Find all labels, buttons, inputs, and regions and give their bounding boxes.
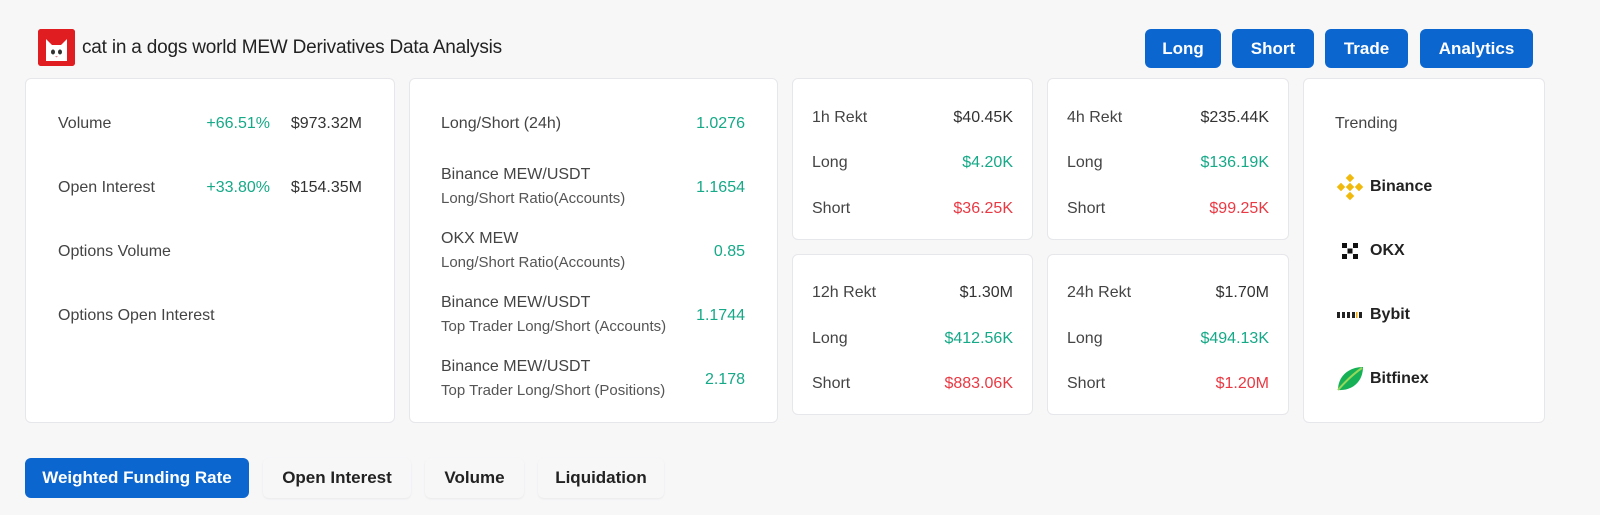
overview-card [25,78,395,423]
volume-change: +66.51% [206,115,270,132]
ratio-sublabel: Long/Short Ratio(Accounts) [441,254,626,271]
open-interest-label: Open Interest [58,179,155,196]
analytics-button[interactable]: Analytics [1420,29,1533,68]
long-button[interactable]: Long [1145,29,1221,68]
rekt-long-label: Long [812,154,848,171]
rekt-long-value: $4.20K [962,154,1013,171]
rekt-short-label: Short [812,375,851,392]
rekt-long-label: Long [1067,330,1103,347]
trade-button[interactable]: Trade [1325,29,1408,68]
rekt-short-value: $99.25K [1209,200,1269,217]
rekt-title: 1h Rekt [812,109,868,126]
open-interest-change: +33.80% [206,179,270,196]
rekt-long-label: Long [1067,154,1103,171]
open-interest-value: $154.35M [290,179,362,196]
rekt-long-label: Long [812,330,848,347]
rekt-total: $1.30M [959,284,1013,301]
ratio-sublabel: Top Trader Long/Short (Positions) [441,382,666,399]
rekt-4h-card [1047,78,1289,240]
rekt-short-label: Short [812,200,851,217]
tab-volume[interactable]: Volume [425,458,524,498]
trending-item-bitfinex[interactable]: Bitfinex [1334,362,1429,396]
bybit-icon [1334,299,1366,331]
ratio-value: 1.1654 [696,179,745,196]
volume-value: $973.32M [290,115,362,132]
ratio-label: Binance MEW/USDT [441,166,591,183]
trending-item-binance[interactable]: Binance [1334,170,1432,204]
ratio-label: Binance MEW/USDT [441,294,591,311]
rekt-12h-card [792,254,1033,415]
options-volume-label: Options Volume [58,243,171,260]
trending-item-bybit[interactable]: Bybit [1334,298,1410,332]
rekt-short-label: Short [1067,200,1106,217]
ratio-sublabel: Long/Short Ratio(Accounts) [441,190,626,207]
binance-icon [1334,171,1366,203]
options-open-interest-label: Options Open Interest [58,307,215,324]
page-title: cat in a dogs world MEW Derivatives Data… [82,37,502,58]
exchange-name: Binance [1370,178,1433,195]
exchange-name: OKX [1370,242,1405,259]
rekt-title: 12h Rekt [812,284,877,301]
rekt-total: $1.70M [1215,284,1269,301]
ratio-value: 2.178 [704,371,745,388]
rekt-long-value: $412.56K [944,330,1013,347]
ratio-label: Binance MEW/USDT [441,358,591,375]
exchange-name: Bitfinex [1370,370,1429,387]
rekt-short-label: Short [1067,375,1106,392]
ratio-sublabel: Top Trader Long/Short (Accounts) [441,318,667,335]
tab-weighted-funding-rate[interactable]: Weighted Funding Rate [25,458,249,498]
rekt-total: $235.44K [1200,109,1269,126]
volume-label: Volume [58,115,112,132]
ratio-label: OKX MEW [441,230,519,247]
tab-open-interest[interactable]: Open Interest [263,458,411,498]
ratio-value: 1.1744 [696,307,745,324]
ratio-label: Long/Short (24h) [441,115,562,132]
trending-title: Trending [1335,115,1398,132]
rekt-short-value: $1.20M [1215,375,1269,392]
okx-icon [1334,235,1366,267]
cat-face-logo [38,29,75,66]
rekt-24h-card [1047,254,1289,415]
exchange-name: Bybit [1370,306,1410,323]
long-short-ratio-card [409,78,778,423]
rekt-short-value: $36.25K [953,200,1013,217]
tab-liquidation[interactable]: Liquidation [538,458,664,498]
trending-item-okx[interactable]: OKX [1334,234,1405,268]
rekt-title: 4h Rekt [1067,109,1123,126]
rekt-long-value: $494.13K [1200,330,1269,347]
bitfinex-icon [1334,363,1366,395]
rekt-total: $40.45K [953,109,1013,126]
rekt-long-value: $136.19K [1200,154,1269,171]
rekt-title: 24h Rekt [1067,284,1132,301]
trending-card [1303,78,1545,423]
ratio-value: 0.85 [713,243,745,260]
rekt-short-value: $883.06K [944,375,1013,392]
rekt-1h-card [792,78,1033,240]
ratio-value: 1.0276 [696,115,745,132]
short-button[interactable]: Short [1232,29,1314,68]
